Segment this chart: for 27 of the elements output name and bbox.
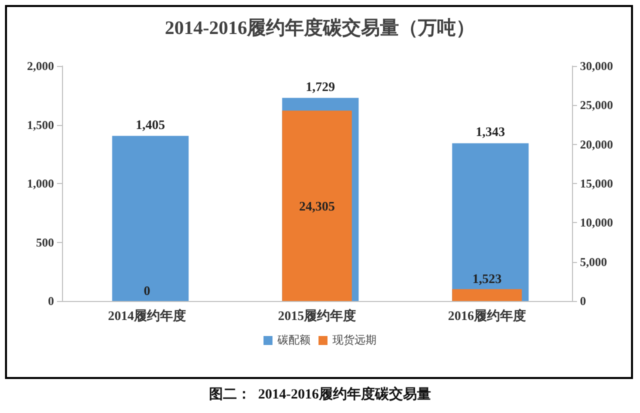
x-tick-label: 2014履约年度 [108,308,186,323]
data-label: 1,405 [136,116,166,132]
y2-tick-label: 25,000 [580,98,613,112]
y2-tick-label: 0 [580,294,586,308]
y2-tick-label: 5,000 [580,254,607,269]
data-label: 0 [144,283,150,298]
bar [452,143,529,301]
y2-tick-label: 30,000 [580,59,613,73]
x-tick-label: 2016履约年度 [448,308,526,323]
data-label: 1,729 [306,78,336,94]
data-label: 1,343 [476,124,506,140]
y2-tick-label: 10,000 [580,216,613,230]
y-tick-label: 500 [36,235,54,250]
data-label: 1,523 [472,271,502,286]
x-tick-label: 2015履约年度 [278,308,356,323]
y2-tick-label: 20,000 [580,137,613,152]
y-tick-label: 0 [48,294,54,308]
chart-title: 2014-2016履约年度碳交易量（万吨） [164,17,476,39]
y2-tick-label: 15,000 [580,176,613,190]
legend-label: 现货远期 [332,334,376,346]
bar [112,136,189,301]
text: 图二： 2014-2016履约年度碳交易量 [209,386,431,402]
y-tick-label: 1,500 [27,118,54,132]
y-tick-label: 1,000 [27,176,54,190]
data-label: 24,305 [299,198,336,214]
y-tick-label: 2,000 [27,59,54,73]
legend-label: 碳配额 [276,334,310,346]
